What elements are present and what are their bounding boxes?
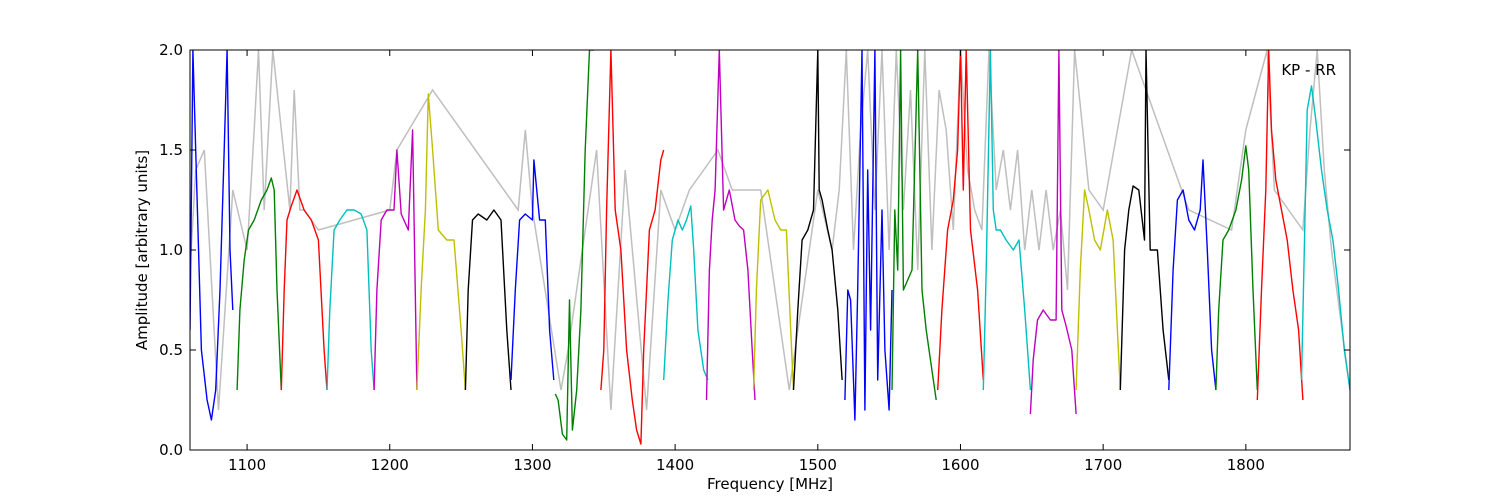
series-line-4 bbox=[326, 209, 375, 391]
y-tick-label: 2.0 bbox=[159, 41, 183, 59]
series-line-11 bbox=[663, 205, 709, 381]
y-tick-label: 1.0 bbox=[159, 241, 183, 259]
series-line-7 bbox=[464, 209, 512, 391]
x-tick-label: 1300 bbox=[513, 456, 551, 474]
x-axis: 1100 1200 1300 1400 1500 1600 1700 1800 bbox=[228, 50, 1265, 474]
series-line-8 bbox=[510, 159, 555, 381]
x-tick-label: 1200 bbox=[371, 456, 409, 474]
x-tick-label: 1400 bbox=[656, 456, 694, 474]
series-line-21 bbox=[1119, 50, 1170, 391]
x-axis-label: Frequency [MHz] bbox=[707, 475, 833, 493]
x-tick-label: 1100 bbox=[228, 456, 266, 474]
x-tick-label: 1500 bbox=[799, 456, 837, 474]
series-line-5 bbox=[373, 129, 418, 391]
series-line-1 bbox=[190, 50, 234, 421]
series-line-13 bbox=[752, 189, 795, 391]
x-tick-label: 1800 bbox=[1227, 456, 1265, 474]
series-line-16 bbox=[891, 50, 937, 401]
y-tick-label: 1.5 bbox=[159, 141, 183, 159]
series-line-15 bbox=[844, 50, 893, 421]
series-line-24 bbox=[1256, 50, 1304, 401]
background-trace-line bbox=[190, 50, 1350, 411]
series-line-20 bbox=[1075, 189, 1121, 391]
y-axis-label: Amplitude [arbitrary units] bbox=[133, 150, 151, 350]
y-tick-label: 0.0 bbox=[159, 441, 183, 459]
x-tick-label: 1700 bbox=[1084, 456, 1122, 474]
background-trace-layer bbox=[190, 50, 1350, 411]
x-tick-label: 1600 bbox=[941, 456, 979, 474]
series-line-23 bbox=[1215, 145, 1258, 391]
series-line-22 bbox=[1168, 159, 1217, 391]
series-line-10 bbox=[600, 50, 665, 445]
series-line-2 bbox=[236, 177, 282, 391]
series-line-19 bbox=[1029, 50, 1077, 415]
chart-annotation: KP - RR bbox=[1281, 61, 1336, 79]
series-line-3 bbox=[280, 189, 328, 391]
series-line-17 bbox=[937, 50, 984, 391]
y-axis: 0.0 0.5 1.0 1.5 2.0 bbox=[159, 41, 1350, 459]
series-line-18 bbox=[982, 50, 1032, 391]
series-line-12 bbox=[705, 50, 756, 401]
series-line-25 bbox=[1300, 85, 1350, 391]
y-tick-label: 0.5 bbox=[159, 341, 183, 359]
series-line-9 bbox=[554, 50, 594, 441]
series-layer bbox=[190, 50, 1350, 445]
series-line-6 bbox=[416, 93, 467, 391]
series-line-14 bbox=[792, 50, 843, 391]
